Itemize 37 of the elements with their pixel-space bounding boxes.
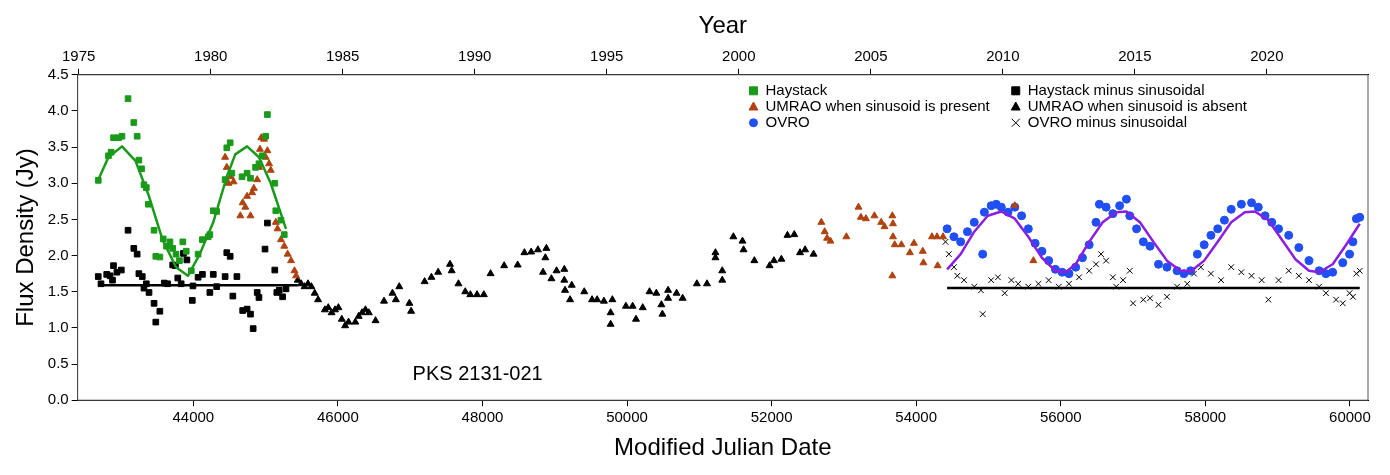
x-tick-label: 44000: [172, 408, 215, 426]
x2-tick-label: 1985: [326, 46, 360, 64]
x-tick-label: 46000: [317, 408, 359, 426]
legend-label: Haystack minus sinusoidal: [1027, 80, 1205, 98]
annotation: PKS 2131-021: [412, 361, 543, 384]
x-tick-label: 60000: [1329, 408, 1371, 426]
legend-label: OVRO: [765, 112, 810, 130]
y-tick-label: 1.5: [47, 281, 69, 299]
x2-tick-label: 2005: [854, 46, 888, 64]
x2-tick-label: 2010: [986, 46, 1020, 64]
x-tick-label: 48000: [461, 408, 504, 426]
y-tick-label: 4.5: [47, 64, 69, 82]
x2-tick-label: 2000: [722, 46, 756, 64]
y-tick-label: 2.0: [47, 245, 69, 263]
x-tick-label: 58000: [1184, 408, 1227, 426]
x2-tick-label: 1975: [62, 46, 96, 64]
y-tick-label: 4.0: [47, 101, 69, 119]
y-tick-label: 0.0: [47, 390, 69, 408]
x2-tick-label: 2020: [1250, 46, 1284, 64]
legend-label: OVRO minus sinusoidal: [1027, 112, 1187, 130]
x2-axis-title: Year: [698, 11, 748, 39]
x-tick-label: 54000: [895, 408, 938, 426]
x-tick-label: 50000: [606, 408, 648, 426]
y-tick-label: 0.5: [47, 354, 69, 372]
x2-tick-label: 1980: [194, 46, 228, 64]
legend-label: Haystack: [765, 80, 828, 98]
y-tick-label: 3.0: [47, 173, 69, 191]
y-tick-label: 1.0: [47, 318, 69, 336]
x2-tick-label: 2015: [1118, 46, 1152, 64]
x2-tick-label: 1990: [458, 46, 492, 64]
x-tick-label: 52000: [750, 408, 793, 426]
x-tick-label: 56000: [1039, 408, 1082, 426]
x2-tick-label: 1995: [590, 46, 624, 64]
y-axis-title: Flux Density (Jy): [11, 148, 39, 327]
y-tick-label: 3.5: [47, 137, 69, 155]
y-tick-label: 2.5: [47, 209, 69, 227]
x-axis-title: Modified Julian Date: [614, 433, 832, 461]
